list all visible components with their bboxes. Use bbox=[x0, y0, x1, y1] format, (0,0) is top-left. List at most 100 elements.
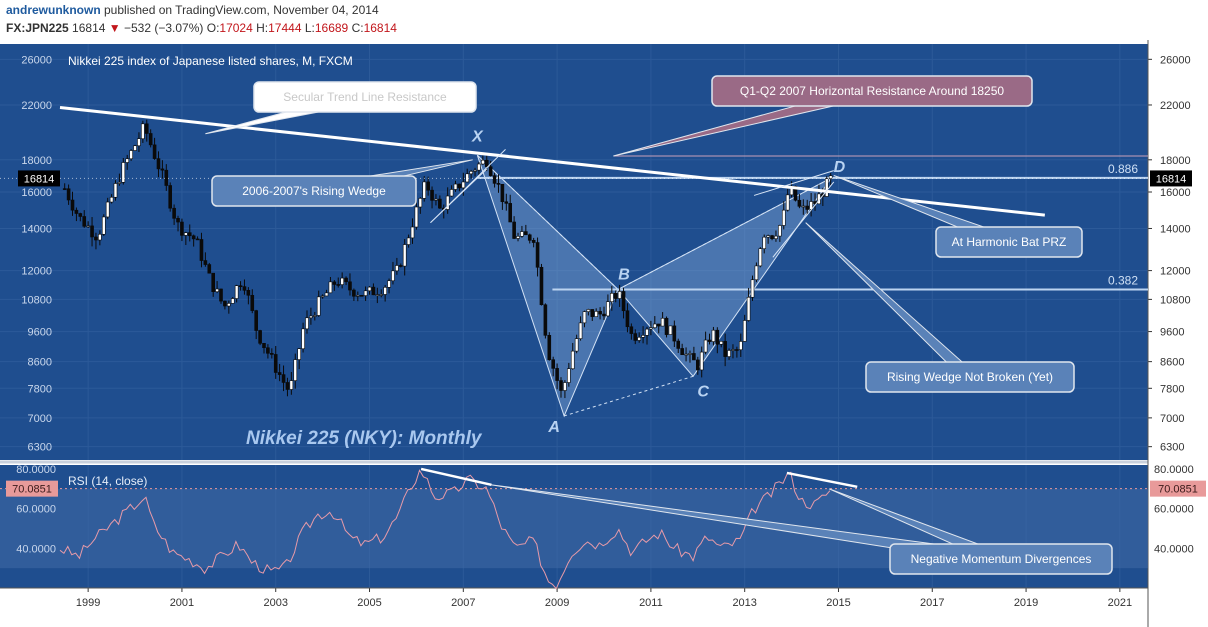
time-axis-tick-label: 2007 bbox=[451, 597, 475, 609]
candle-body bbox=[180, 221, 184, 236]
candle-body bbox=[500, 184, 505, 203]
author-link[interactable]: andrewunknown bbox=[6, 3, 101, 17]
candle-body bbox=[418, 198, 423, 208]
candle-body bbox=[406, 237, 411, 245]
annotation-harmonic-prz-text: At Harmonic Bat PRZ bbox=[952, 235, 1067, 249]
price-axis-tick-label-left: 7800 bbox=[28, 383, 52, 395]
candle-body bbox=[504, 201, 509, 204]
candle-body bbox=[738, 341, 743, 351]
candle-body bbox=[512, 221, 516, 239]
price-axis-tick-label-left: 18000 bbox=[21, 155, 52, 167]
candle-body bbox=[344, 277, 348, 283]
last-price-tag-right-text: 16814 bbox=[1156, 173, 1187, 185]
time-axis-tick-label: 2011 bbox=[639, 597, 663, 609]
candle-body bbox=[203, 260, 208, 265]
candle-body bbox=[570, 350, 575, 370]
candle-body bbox=[742, 320, 747, 342]
price-axis-tick-label-right: 12000 bbox=[1160, 266, 1191, 278]
candle-body bbox=[672, 325, 677, 342]
candle-body bbox=[453, 183, 458, 190]
candle-body bbox=[199, 239, 204, 261]
candle-body bbox=[273, 354, 278, 373]
price-axis-tick-label-left: 14000 bbox=[21, 223, 52, 235]
candle-body bbox=[676, 340, 681, 349]
candle-body bbox=[348, 281, 352, 291]
last-price: 16814 bbox=[72, 21, 106, 35]
candle-body bbox=[371, 286, 376, 296]
price-change: −532 (−3.07%) bbox=[124, 21, 204, 35]
candle-body bbox=[82, 216, 87, 227]
price-chart[interactable]: 26000 26000 22000 22000 18000 18000 16000 16000… bbox=[0, 40, 1208, 627]
rsi-line bbox=[59, 469, 831, 590]
candle-body bbox=[805, 205, 810, 210]
fib-level-label: 0.886 bbox=[1108, 162, 1138, 176]
rsi-label: RSI (14, close) bbox=[68, 474, 147, 488]
time-axis-tick-label: 2019 bbox=[1014, 597, 1038, 609]
annotation-rising-wedge-2006-text: 2006-2007's Rising Wedge bbox=[242, 184, 386, 198]
candle-body bbox=[520, 231, 524, 237]
candle-body bbox=[320, 295, 325, 298]
candle-body bbox=[117, 182, 122, 184]
candle-body bbox=[297, 348, 301, 360]
price-axis-tick-label-right: 22000 bbox=[1160, 100, 1191, 112]
candle-body bbox=[164, 169, 169, 186]
harmonic-point-label-a: A bbox=[547, 419, 560, 436]
rsi-axis-tick-label-right: 40.0000 bbox=[1154, 543, 1194, 555]
rsi-axis-tick-label-left: 60.0000 bbox=[16, 504, 56, 516]
candle-body bbox=[289, 380, 294, 390]
rsi-axis-tick-label-left: 80.0000 bbox=[16, 464, 56, 476]
candle-body bbox=[711, 329, 716, 342]
candle-body bbox=[137, 138, 141, 147]
candle-body bbox=[828, 175, 833, 179]
candle-body bbox=[160, 168, 165, 171]
candle-body bbox=[313, 315, 317, 317]
candle-body bbox=[719, 341, 724, 345]
candle-body bbox=[363, 290, 368, 296]
open-value: 17024 bbox=[219, 21, 253, 35]
candle-body bbox=[613, 293, 618, 299]
close-label: C: bbox=[351, 21, 364, 35]
candle-body bbox=[191, 235, 196, 240]
candle-body bbox=[74, 209, 79, 214]
candle-body bbox=[766, 235, 770, 238]
candle-body bbox=[340, 277, 344, 285]
candle-body bbox=[438, 198, 442, 209]
candle-body bbox=[207, 264, 212, 274]
candle-body bbox=[801, 205, 806, 208]
candle-body bbox=[606, 301, 610, 317]
candle-body bbox=[461, 181, 466, 189]
candle-body bbox=[336, 284, 341, 286]
high-value: 17444 bbox=[268, 21, 302, 35]
candle-body bbox=[109, 196, 114, 203]
candle-body bbox=[410, 226, 415, 239]
candle-body bbox=[621, 291, 626, 312]
candle-body bbox=[223, 300, 227, 307]
candle-body bbox=[398, 265, 403, 267]
candle-body bbox=[94, 236, 98, 241]
candle-body bbox=[707, 339, 712, 342]
rsi-last-value-tag-left-text: 70.0851 bbox=[12, 484, 52, 496]
candle-body bbox=[195, 238, 200, 241]
candle-body bbox=[547, 335, 552, 360]
candle-body bbox=[625, 310, 630, 328]
candle-body bbox=[735, 349, 739, 351]
candle-body bbox=[688, 353, 692, 355]
price-axis-tick-label-right: 10800 bbox=[1160, 294, 1191, 306]
secular-trend-line bbox=[59, 105, 1045, 217]
candle-body bbox=[281, 374, 286, 383]
annotation-momentum-divergences-text: Negative Momentum Divergences bbox=[911, 552, 1092, 566]
time-axis-tick-label: 2021 bbox=[1108, 597, 1132, 609]
candle-body bbox=[152, 144, 157, 159]
annotation-rising-wedge-not-broken-box bbox=[865, 361, 1075, 393]
candle-body bbox=[90, 225, 94, 238]
candle-body bbox=[473, 169, 477, 172]
candle-body bbox=[723, 341, 727, 357]
candle-body bbox=[414, 206, 419, 228]
rsi-last-value-tag-left bbox=[6, 480, 58, 497]
time-axis-tick-label: 2005 bbox=[357, 597, 381, 609]
candle-body bbox=[277, 372, 282, 375]
candle-body bbox=[758, 248, 763, 267]
candle-body bbox=[645, 328, 649, 336]
chart-title: Nikkei 225 index of Japanese listed shar… bbox=[68, 54, 353, 68]
candle-body bbox=[754, 265, 759, 281]
